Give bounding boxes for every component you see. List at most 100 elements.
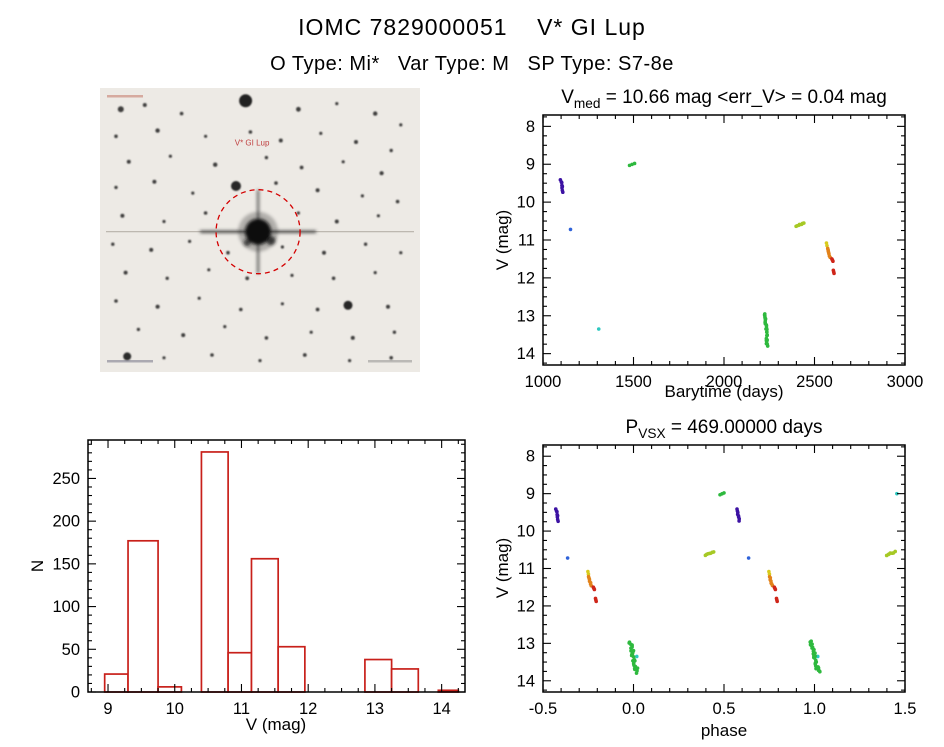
finder-svg: V* GI Lup [100,88,420,372]
y-tick-label: 12 [517,269,535,287]
star [204,134,208,138]
y-tick-label: 50 [62,641,80,659]
data-point [556,519,560,524]
star [136,327,141,332]
data-point [767,572,772,576]
star [210,353,214,357]
x-axis-label: Barytime (days) [664,382,783,401]
star [335,102,339,106]
target-label: V* GI Lup [235,139,270,148]
star [226,250,230,255]
star [114,185,118,190]
y-axis-label: V (mag) [493,210,512,270]
star [142,103,147,107]
x-tick-label: 11 [233,700,250,718]
y-axis-label: V (mag) [493,538,512,598]
plot-frame [87,439,466,693]
star [239,94,253,108]
data-point [631,655,636,659]
star [248,130,253,134]
star [197,296,201,300]
histogram-bar [127,539,159,693]
data-point [814,666,818,671]
histogram-bar [390,668,420,693]
data-point [711,550,716,554]
star [399,123,403,127]
star [239,307,243,312]
star [155,304,160,309]
x-axis-label: V (mag) [246,715,306,734]
histogram-data-layer [103,451,460,693]
star [231,181,241,191]
star [155,128,160,133]
y-tick-label: 11 [518,560,535,578]
star [245,276,250,281]
star [379,171,384,176]
plot-frame [542,444,906,693]
star [296,106,301,112]
star [389,148,393,153]
star [309,330,313,334]
star [152,179,157,184]
star [363,242,368,246]
x-tick-label: 2000 [706,373,743,391]
data-point [555,509,559,514]
data-point [746,556,751,560]
histogram-bar [157,686,183,693]
star [162,356,166,360]
magnitude-histogram: 9 10 11 12 13 14 0 50 100 150 200 250 V (mag) N [28,416,480,747]
data-point [559,180,564,185]
x-axis-label: phase [701,721,747,740]
star [376,214,380,218]
star [296,211,300,215]
y-tick-label: 8 [526,118,535,136]
data-point [773,587,778,592]
data-point [825,243,829,248]
axis-ticks [542,115,906,365]
x-tick-label: 10 [166,700,184,718]
y-axis-label: N [28,560,47,572]
star [126,159,131,164]
star [354,140,358,144]
corner-annotation [107,360,153,363]
x-tick-label: 12 [299,700,317,718]
y-tick-label: 150 [52,555,80,573]
x-tick-label: 9 [103,700,112,718]
histogram-svg: 9 10 11 12 13 14 0 50 100 150 200 250 V (mag) N [28,439,466,734]
star [360,194,364,198]
star [280,302,284,306]
data-point [765,330,769,334]
x-tick-label: 2500 [796,373,833,391]
target-star [200,189,317,274]
data-point [831,259,835,264]
star [191,191,195,195]
data-point [775,599,780,604]
y-tick-label: 200 [52,513,80,531]
data-point [561,190,565,195]
y-tick-label: 100 [52,598,80,616]
x-tick-label: 3000 [887,373,924,391]
star [341,160,345,164]
y-tick-label: 10 [517,194,535,212]
lightcurve-plot: 1000 1500 2000 2500 3000 8 9 10 11 12 13 14 Barytime… [470,83,944,405]
x-tick-label: -0.5 [529,700,557,718]
star [264,155,269,160]
lightcurve-svg: 1000 1500 2000 2500 3000 8 9 10 11 12 13 14 Barytime… [493,87,924,401]
star [315,188,320,193]
star [334,219,339,224]
data-point [634,654,639,659]
y-tick-label: 8 [526,448,535,466]
star [299,165,304,170]
star [389,356,394,360]
star [395,199,400,204]
data-point [765,333,769,338]
star [278,138,283,143]
star [343,300,353,310]
corner-annotation [107,95,143,98]
data-point [635,666,640,670]
star [181,333,186,338]
x-tick-label: 0.0 [622,700,645,718]
data-point [895,491,899,496]
y-tick-label: 11 [518,232,535,250]
